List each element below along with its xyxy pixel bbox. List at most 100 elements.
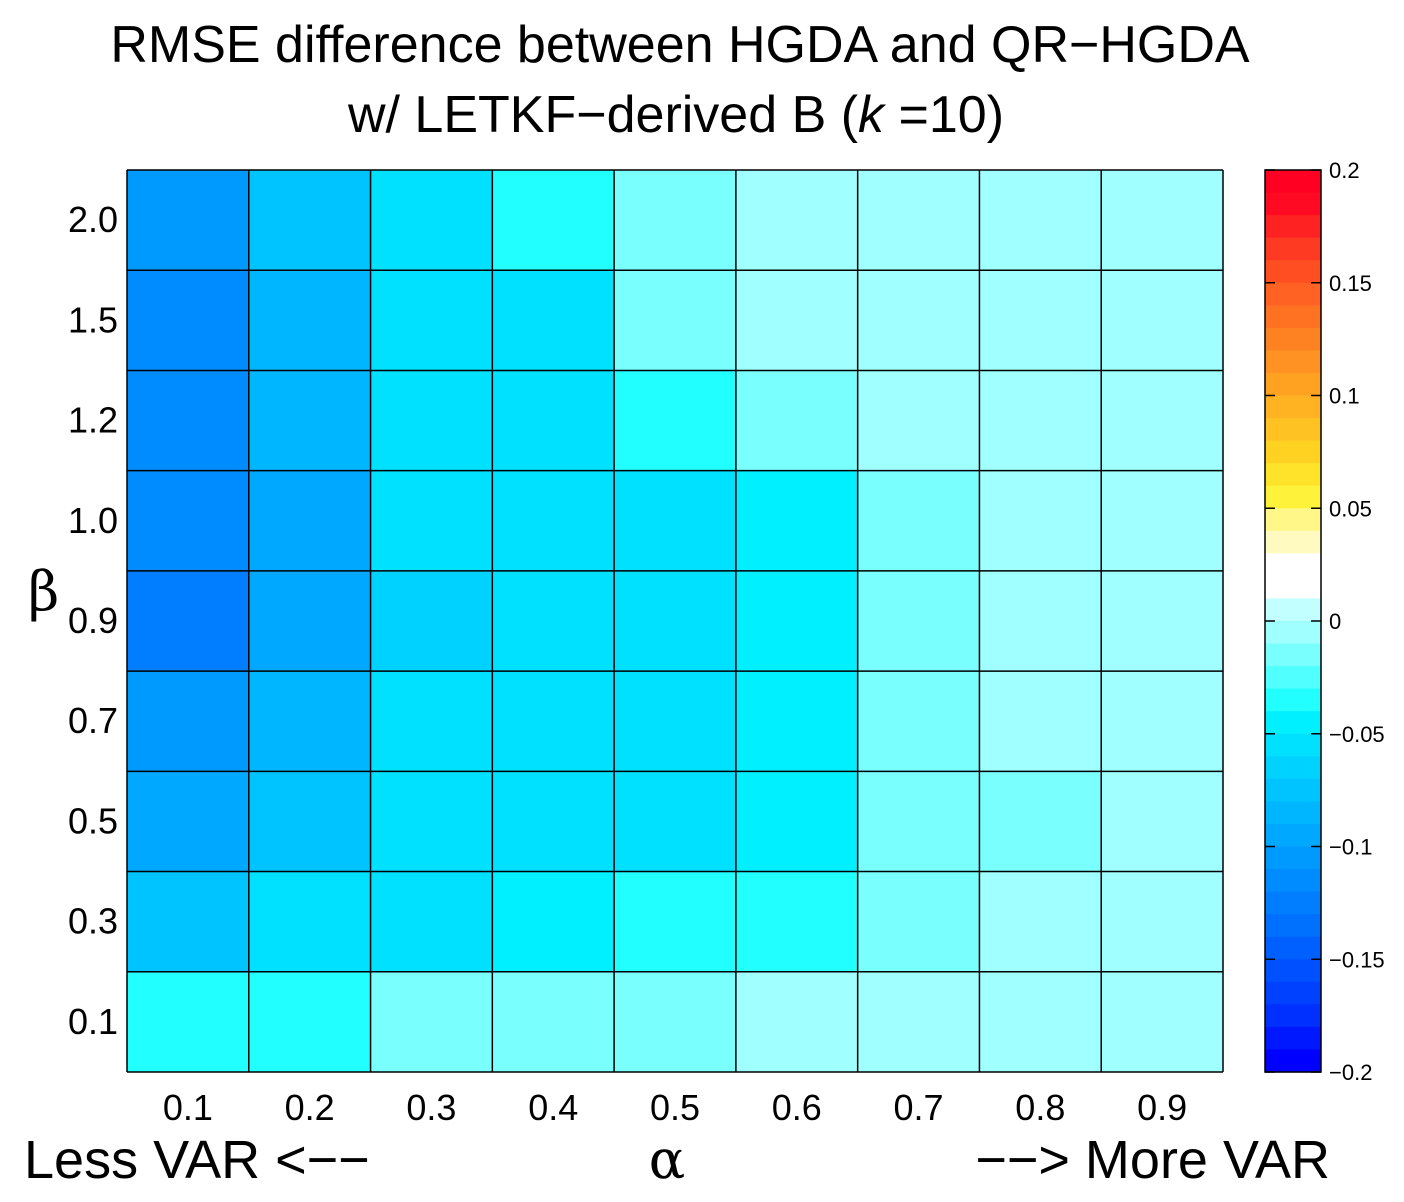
heatmap-cell — [857, 771, 980, 872]
heatmap-cell — [857, 971, 980, 1072]
x-tick-label: 0.5 — [650, 1087, 700, 1128]
colorbar-segment — [1265, 575, 1321, 600]
heatmap-cell — [370, 971, 493, 1072]
colorbar-tick-label: 0 — [1329, 609, 1341, 634]
heatmap-cell — [1101, 470, 1223, 571]
y-tick-label: 1.5 — [68, 299, 118, 340]
heatmap-cell — [248, 270, 371, 371]
heatmap-cell — [735, 871, 858, 972]
colorbar-segment — [1265, 801, 1321, 825]
heatmap-cell — [979, 170, 1102, 271]
colorbar-segment — [1265, 485, 1321, 509]
colorbar-segment — [1265, 778, 1321, 802]
chart-title-line-2: w/ LETKF−derived B (k =10) — [347, 86, 1004, 144]
x-tick-label: 0.9 — [1137, 1087, 1187, 1128]
colorbar-tick-label: −0.2 — [1329, 1060, 1372, 1085]
y-tick-label: 2.0 — [68, 199, 118, 240]
colorbar-segment — [1265, 598, 1321, 622]
x-tick-label: 0.1 — [163, 1087, 213, 1128]
heatmap-cell — [735, 270, 858, 371]
heatmap-cell — [857, 370, 980, 471]
x-axis-label-left: Less VAR <−− — [24, 1130, 370, 1190]
heatmap-cell — [735, 771, 858, 872]
x-tick-labels: 0.1 0.2 0.3 0.4 0.5 0.6 0.7 0.8 0.9 — [163, 1087, 1187, 1128]
y-tick-label: 0.5 — [68, 800, 118, 841]
heatmap-cell — [979, 270, 1102, 371]
chart-title-line-2-end: =10) — [884, 86, 1004, 144]
colorbar-segment — [1265, 237, 1321, 261]
heatmap-cell — [857, 871, 980, 972]
x-tick-label: 0.3 — [406, 1087, 456, 1128]
heatmap-cell — [248, 971, 371, 1072]
heatmap-cell — [857, 270, 980, 371]
heatmap-cell — [370, 370, 493, 471]
colorbar — [1264, 169, 1322, 1073]
heatmap-cell — [370, 470, 493, 571]
heatmap-cells — [127, 170, 1223, 1072]
colorbar-segment — [1265, 553, 1321, 577]
heatmap-cell — [492, 871, 615, 972]
heatmap-cell — [248, 370, 371, 471]
heatmap-cell — [614, 270, 736, 371]
heatmap-cell — [735, 671, 858, 772]
colorbar-segment — [1265, 215, 1321, 239]
heatmap-cell — [1101, 570, 1223, 672]
heatmap-cell — [370, 671, 493, 772]
heatmap-cell — [614, 771, 736, 872]
colorbar-segment — [1265, 260, 1321, 284]
colorbar-tick-label: −0.05 — [1329, 722, 1385, 747]
heatmap-cell — [735, 971, 858, 1072]
heatmap-cell — [1101, 671, 1223, 772]
heatmap-cell — [492, 671, 615, 772]
chart-title-line-2-text: w/ LETKF−derived B ( — [347, 86, 859, 144]
colorbar-segment — [1265, 1049, 1321, 1073]
heatmap-cell — [492, 270, 615, 371]
heatmap-cell — [735, 370, 858, 471]
colorbar-tick-labels: 0.2 0.15 0.1 0.05 0 −0.05 −0.1 −0.15 −0.2 — [1265, 158, 1385, 1085]
heatmap-cell — [614, 871, 736, 972]
colorbar-segment — [1265, 959, 1321, 983]
colorbar-segment — [1265, 846, 1321, 870]
heatmap-cell — [370, 871, 493, 972]
colorbar-segment — [1265, 508, 1321, 532]
y-tick-label: 1.0 — [68, 500, 118, 541]
heatmap-cell — [370, 570, 493, 672]
heatmap-cell — [370, 771, 493, 872]
colorbar-segment — [1265, 530, 1321, 554]
heatmap-cell — [857, 570, 980, 672]
heatmap-cell — [735, 570, 858, 672]
heatmap-cell — [248, 170, 371, 271]
colorbar-segment — [1265, 621, 1321, 645]
heatmap-cell — [857, 170, 980, 271]
colorbar-segment — [1265, 463, 1321, 487]
colorbar-tick-label: −0.1 — [1329, 835, 1372, 860]
colorbar-segment — [1265, 418, 1321, 442]
colorbar-segment — [1265, 305, 1321, 329]
colorbar-segment — [1265, 869, 1321, 893]
colorbar-segment — [1265, 688, 1321, 712]
heatmap-cell — [127, 971, 249, 1072]
heatmap-cell — [248, 771, 371, 872]
colorbar-segment — [1265, 711, 1321, 735]
heatmap-cell — [979, 470, 1102, 571]
heatmap-cell — [614, 170, 736, 271]
colorbar-tick-label: 0.15 — [1329, 271, 1372, 296]
x-tick-label: 0.2 — [285, 1087, 335, 1128]
colorbar-tick-label: 0.1 — [1329, 384, 1360, 409]
heatmap-cell — [370, 270, 493, 371]
heatmap-cell — [492, 370, 615, 471]
y-axis-label: β — [28, 560, 59, 623]
heatmap-cell — [127, 771, 249, 872]
grid-lines — [126, 169, 1224, 1073]
heatmap-cell — [492, 470, 615, 571]
x-tick-label: 0.8 — [1015, 1087, 1065, 1128]
colorbar-segment — [1265, 440, 1321, 464]
colorbar-segment — [1265, 192, 1321, 216]
heatmap-cell — [614, 671, 736, 772]
heatmap-cell — [735, 470, 858, 571]
colorbar-segment — [1265, 981, 1321, 1005]
chart-title-line-1: RMSE difference between HGDA and QR−HGDA — [110, 16, 1250, 74]
heatmap-cell — [127, 370, 249, 471]
heatmap-cell — [492, 971, 615, 1072]
heatmap-cell — [248, 871, 371, 972]
